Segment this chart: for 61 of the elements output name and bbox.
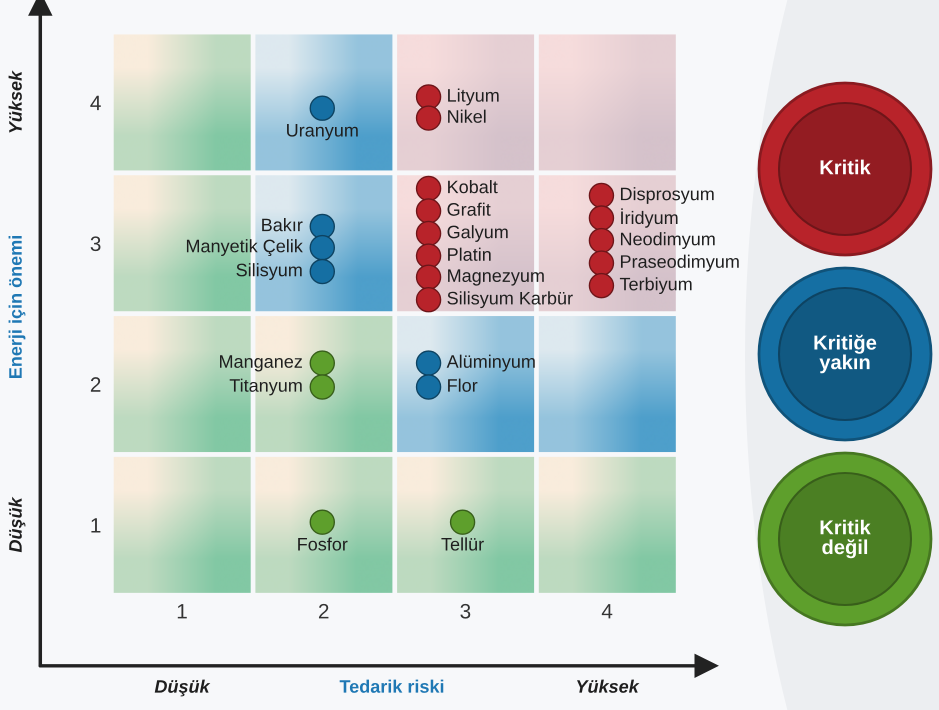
annotation: Kobalt [448,180,498,194]
point [588,272,614,298]
point [588,228,614,254]
annotation: Galyum [448,225,508,242]
annotation: İridyum [621,208,678,228]
x-tick-label: 1 [178,604,187,618]
point [588,250,614,276]
x-tick-label: 3 [460,604,470,619]
annotation: Silisyum [236,263,302,280]
annotation: Terbiyum [620,277,692,294]
point [416,105,442,131]
point [416,350,442,376]
x-tick-label: 4 [602,604,612,618]
annotation: Disprosyum [620,187,714,204]
annotation: Magnezyum [448,269,544,286]
annotation: Platin [448,248,491,261]
point [416,198,442,224]
point [310,374,336,400]
x-tick-label: 2 [318,604,328,618]
point [310,350,336,376]
text: Kritik [820,160,871,174]
point [310,95,336,121]
annotation: Manganez [220,355,302,372]
annotation: Lityum [448,88,499,106]
annotation: Manyetik Çelik [186,239,303,256]
point [310,258,336,284]
point [416,176,442,202]
y-axis-title: Enerji için önemi [8,236,26,378]
point [416,264,442,290]
annotation: Alüminyum [446,354,535,372]
text: Düşük [8,496,26,552]
annotation: Uranyum [287,124,358,140]
point [310,509,336,535]
y-tick-label: 3 [90,236,100,252]
annotation: Praseodimyum [620,254,739,272]
point [416,286,442,312]
annotation: Neodimyum [620,232,715,249]
y-tick-label: 1 [91,518,100,533]
annotation: Tellür [441,537,484,551]
annotation: Grafit [448,202,491,216]
point [450,509,476,535]
point [310,234,336,260]
y-tick-label: 2 [90,377,100,392]
text: Kritiğe yakın [814,334,876,374]
annotation: Titanyum [230,378,302,396]
y-tick-label: 4 [90,96,101,110]
annotation: Silisyum Karbür [447,291,573,308]
annotation: Flor [448,378,478,392]
annotation: Bakır [262,218,303,232]
text: Düşük [154,680,210,696]
text: Kritik değil [820,520,871,558]
text: Yüksek [8,70,22,133]
text: Yüksek [577,680,640,693]
point [588,205,614,231]
annotation: Nikel [448,110,486,123]
annotation: Fosfor [298,537,348,551]
point [588,182,614,208]
point [416,374,442,400]
point [416,220,442,246]
x-axis-title: Tedarik riski [340,680,444,693]
point [416,243,442,269]
